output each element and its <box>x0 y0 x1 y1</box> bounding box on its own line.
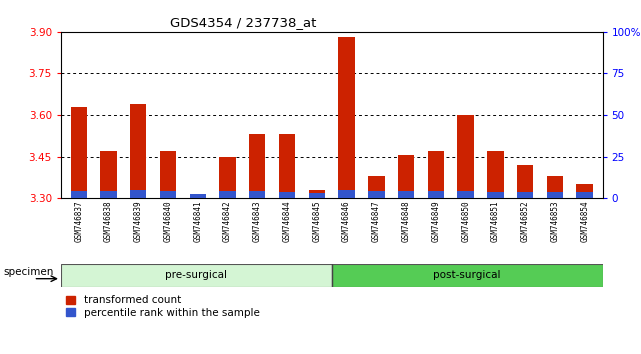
Text: GSM746853: GSM746853 <box>551 200 560 242</box>
Bar <box>428 151 444 198</box>
Bar <box>338 38 354 198</box>
Bar <box>338 190 354 198</box>
Bar <box>487 192 504 198</box>
Text: GSM746841: GSM746841 <box>194 200 203 242</box>
Text: GDS4354 / 237738_at: GDS4354 / 237738_at <box>171 16 317 29</box>
Bar <box>160 151 176 198</box>
Bar <box>190 194 206 198</box>
Text: GSM746838: GSM746838 <box>104 200 113 242</box>
Bar <box>130 104 146 198</box>
Bar <box>517 192 533 198</box>
Bar <box>61 264 332 287</box>
Text: GSM746848: GSM746848 <box>402 200 411 242</box>
Bar <box>458 115 474 198</box>
Bar <box>398 155 414 198</box>
Text: specimen: specimen <box>3 267 53 277</box>
Text: GSM746846: GSM746846 <box>342 200 351 242</box>
Bar <box>160 191 176 198</box>
Bar <box>458 191 474 198</box>
Text: GSM746849: GSM746849 <box>431 200 440 242</box>
Legend: transformed count, percentile rank within the sample: transformed count, percentile rank withi… <box>66 296 260 318</box>
Text: GSM746844: GSM746844 <box>283 200 292 242</box>
Bar <box>130 190 146 198</box>
Bar <box>71 107 87 198</box>
Text: GSM746837: GSM746837 <box>74 200 83 242</box>
Bar <box>547 176 563 198</box>
Bar <box>576 192 593 198</box>
Bar <box>368 191 385 198</box>
Bar <box>279 192 296 198</box>
Text: GSM746854: GSM746854 <box>580 200 589 242</box>
Text: GSM746851: GSM746851 <box>491 200 500 242</box>
Text: GSM746842: GSM746842 <box>223 200 232 242</box>
Bar <box>219 191 236 198</box>
Text: GSM746843: GSM746843 <box>253 200 262 242</box>
Text: GSM746850: GSM746850 <box>461 200 470 242</box>
Text: pre-surgical: pre-surgical <box>165 270 228 280</box>
Text: GSM746839: GSM746839 <box>134 200 143 242</box>
Text: GSM746840: GSM746840 <box>163 200 172 242</box>
Bar <box>368 176 385 198</box>
Bar <box>428 191 444 198</box>
Bar <box>101 151 117 198</box>
Bar <box>576 184 593 198</box>
Bar <box>332 264 603 287</box>
Bar <box>101 191 117 198</box>
Bar <box>219 156 236 198</box>
Bar <box>279 135 296 198</box>
Bar <box>71 191 87 198</box>
Bar <box>398 191 414 198</box>
Bar <box>249 191 265 198</box>
Bar <box>487 151 504 198</box>
Bar <box>517 165 533 198</box>
Text: GSM746852: GSM746852 <box>520 200 529 242</box>
Bar <box>309 190 325 198</box>
Text: post-surgical: post-surgical <box>433 270 501 280</box>
Bar <box>547 192 563 198</box>
Bar <box>309 193 325 198</box>
Bar <box>249 135 265 198</box>
Text: GSM746847: GSM746847 <box>372 200 381 242</box>
Text: GSM746845: GSM746845 <box>312 200 321 242</box>
